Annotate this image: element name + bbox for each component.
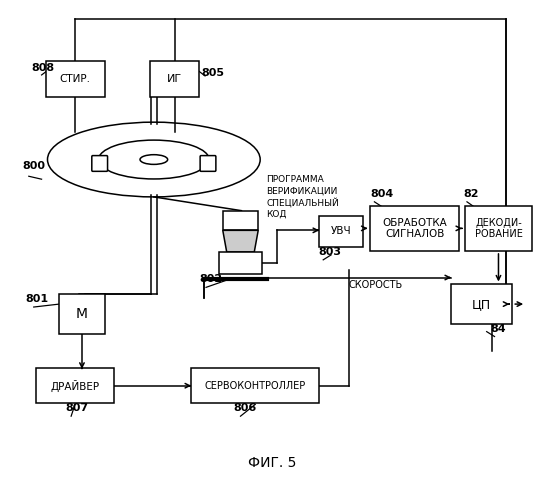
FancyBboxPatch shape	[200, 156, 216, 172]
Text: ДРАЙВЕР: ДРАЙВЕР	[51, 380, 100, 392]
Text: ОБРАБОТКА
СИГНАЛОВ: ОБРАБОТКА СИГНАЛОВ	[382, 218, 447, 239]
Bar	[191, 368, 319, 404]
Text: СЕРВОКОНТРОЛЛЕР: СЕРВОКОНТРОЛЛЕР	[205, 380, 306, 390]
Bar	[219, 252, 262, 274]
Text: ПРОГРАММА
ВЕРИФИКАЦИИ
СПЕЦИАЛЬНЫЙ
КОД: ПРОГРАММА ВЕРИФИКАЦИИ СПЕЦИАЛЬНЫЙ КОД	[266, 176, 339, 218]
Ellipse shape	[98, 140, 209, 179]
Text: УВЧ: УВЧ	[331, 226, 351, 236]
Bar	[150, 61, 199, 96]
Text: ЦП: ЦП	[472, 298, 491, 310]
Text: 800: 800	[22, 162, 45, 172]
Bar	[465, 206, 532, 251]
Text: 803: 803	[318, 247, 341, 257]
Text: СКОРОСТЬ: СКОРОСТЬ	[349, 280, 403, 290]
Bar	[319, 216, 363, 247]
Text: 802: 802	[199, 274, 222, 284]
Polygon shape	[222, 230, 258, 252]
Bar	[451, 284, 512, 324]
Text: 82: 82	[463, 189, 479, 199]
Text: 801: 801	[26, 294, 49, 304]
Bar	[59, 294, 104, 334]
Text: 807: 807	[65, 404, 88, 413]
Text: СТИР.: СТИР.	[59, 74, 90, 84]
Ellipse shape	[47, 122, 260, 197]
Bar	[36, 368, 114, 404]
Bar	[370, 206, 459, 251]
Ellipse shape	[140, 154, 168, 164]
Text: 808: 808	[32, 63, 55, 73]
Text: М: М	[76, 307, 88, 321]
Text: ИГ: ИГ	[167, 74, 182, 84]
Text: 806: 806	[233, 404, 257, 413]
FancyBboxPatch shape	[92, 156, 108, 172]
Bar	[222, 210, 258, 231]
Bar	[46, 61, 104, 96]
Text: ФИГ. 5: ФИГ. 5	[248, 456, 296, 470]
Text: ДЕКОДИ-
РОВАНИЕ: ДЕКОДИ- РОВАНИЕ	[474, 218, 522, 239]
Text: 805: 805	[201, 68, 224, 78]
Text: 84: 84	[491, 324, 506, 334]
Text: 804: 804	[370, 189, 394, 199]
